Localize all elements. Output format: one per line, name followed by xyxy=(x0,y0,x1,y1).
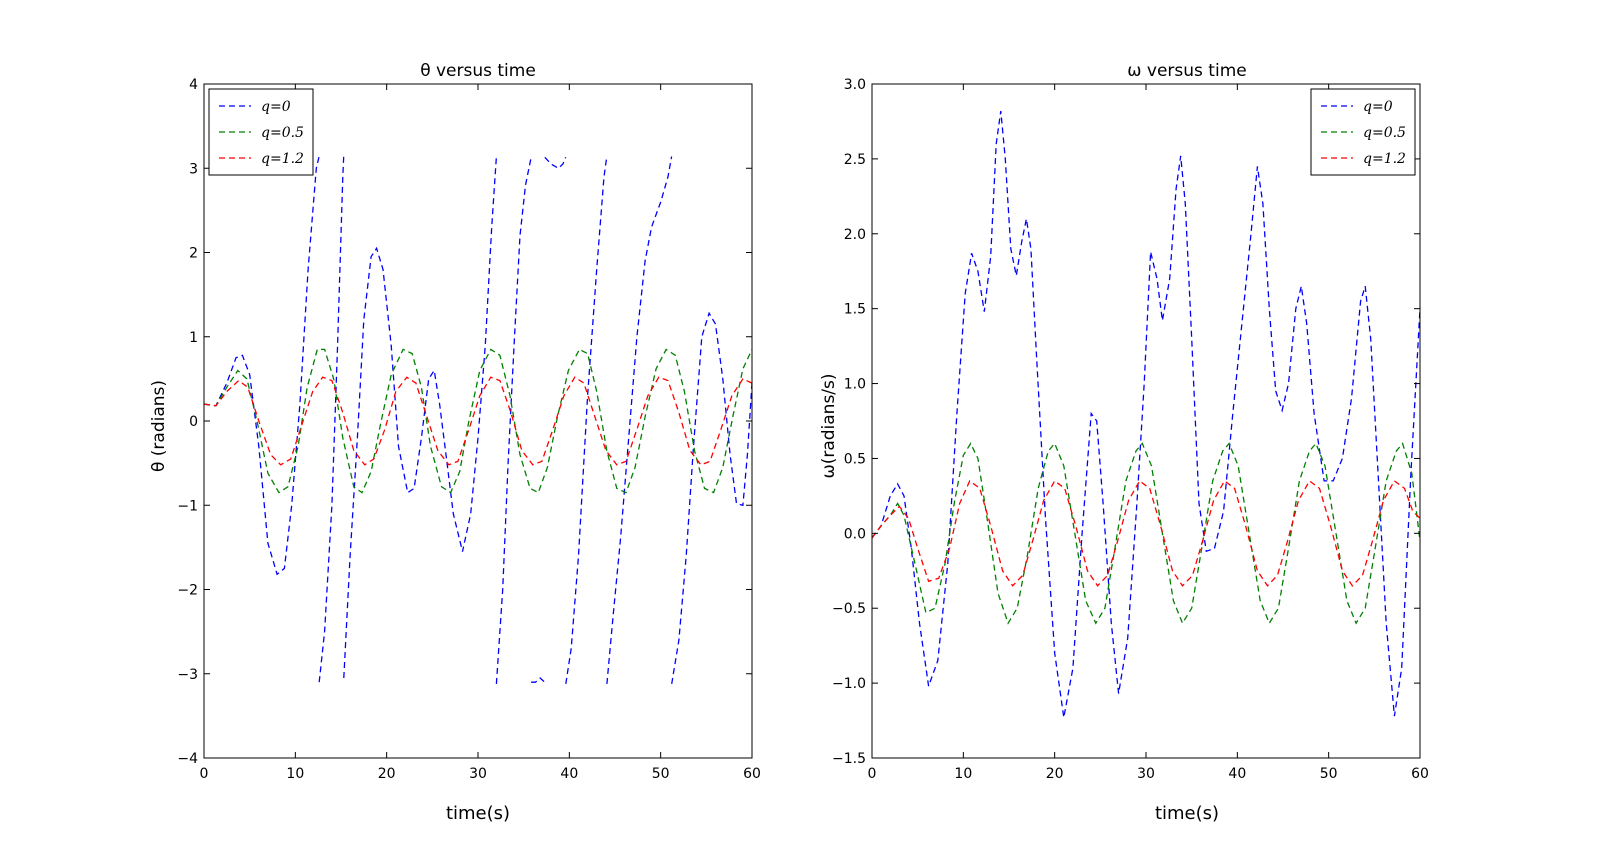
omega-legend-label: q=0.5 xyxy=(1363,125,1406,141)
theta-series-line-q-0 xyxy=(204,156,752,685)
theta-plot-area: 0 10 20 30 40 50 60 −4 −3 −2 −1 0 1 2 3 4 xyxy=(177,77,761,782)
omega-ytick-label: 2.5 xyxy=(844,152,866,168)
omega-xtick-label: 0 xyxy=(868,766,877,782)
theta-xtick-label: 0 xyxy=(200,766,209,782)
omega-series-line-q-1-2 xyxy=(872,479,1420,587)
omega-legend-box xyxy=(1310,88,1416,176)
theta-chart-xlabel: time(s) xyxy=(446,803,510,824)
theta-series-line-q-1-2 xyxy=(204,376,752,466)
omega-xtick-label: 30 xyxy=(1137,766,1155,782)
theta-series-group xyxy=(204,156,752,685)
omega-xtick-label: 50 xyxy=(1320,766,1338,782)
omega-series-line-q-0 xyxy=(872,110,1420,718)
omega-chart-title: ω versus time xyxy=(1127,61,1246,81)
omega-xtick-label: 40 xyxy=(1228,766,1246,782)
theta-ytick-label: 1 xyxy=(189,330,198,346)
omega-ytick-label: −0.5 xyxy=(832,601,866,617)
omega-xtick-label: 10 xyxy=(954,766,972,782)
theta-legend-label: q=0 xyxy=(261,99,291,115)
theta-legend-box xyxy=(208,88,314,176)
theta-ytick-label: 3 xyxy=(189,161,198,177)
omega-ytick-label: 1.5 xyxy=(844,302,866,318)
omega-xtick-label: 60 xyxy=(1411,766,1429,782)
omega-ytick-label: 0.0 xyxy=(844,526,866,542)
theta-ytick-label: −1 xyxy=(177,498,198,514)
omega-ytick-label: −1.0 xyxy=(832,676,866,692)
omega-xtick-label: 20 xyxy=(1046,766,1064,782)
theta-ytick-label: −3 xyxy=(177,667,198,683)
omega-legend-label: q=1.2 xyxy=(1363,151,1406,167)
omega-chart-ylabel: ω(radians/s) xyxy=(819,373,839,478)
omega-series-line-q-0-5 xyxy=(872,442,1420,625)
theta-legend-label: q=0.5 xyxy=(261,125,304,141)
omega-chart-xlabel: time(s) xyxy=(1155,803,1219,824)
omega-series-group xyxy=(872,110,1420,718)
omega-ytick-label: 2.0 xyxy=(844,227,866,243)
omega-ytick-label: 0.5 xyxy=(844,451,866,467)
theta-xtick-label: 60 xyxy=(743,766,761,782)
theta-chart-ylabel: θ (radians) xyxy=(149,380,169,472)
omega-ytick-label: 1.0 xyxy=(844,377,866,393)
theta-ytick-label: 4 xyxy=(189,77,198,93)
theta-ytick-label: −2 xyxy=(177,583,198,599)
omega-plot-area: 0 10 20 30 40 50 60 −1.5 −1.0 −0.5 0.0 0.5 1.0 1.5 2.0… xyxy=(832,77,1429,782)
theta-chart: θ versus time time(s) θ (radians) 0 10 20 3… xyxy=(149,61,761,824)
theta-xtick-label: 40 xyxy=(560,766,578,782)
theta-xtick-label: 10 xyxy=(286,766,304,782)
omega-ytick-label: 3.0 xyxy=(844,77,866,93)
omega-legend-label: q=0 xyxy=(1363,99,1393,115)
theta-xtick-label: 30 xyxy=(469,766,487,782)
theta-xtick-label: 50 xyxy=(652,766,670,782)
omega-ytick-label: −1.5 xyxy=(832,751,866,767)
omega-chart: ω versus time time(s) ω(radians/s) 0 10 20… xyxy=(819,61,1429,824)
theta-ytick-label: 0 xyxy=(189,414,198,430)
theta-legend: q=0 q=0.5 q=1.2 xyxy=(208,88,314,176)
theta-xtick-label: 20 xyxy=(378,766,396,782)
omega-legend: q=0 q=0.5 q=1.2 xyxy=(1310,88,1416,176)
theta-legend-label: q=1.2 xyxy=(261,151,304,167)
theta-chart-title: θ versus time xyxy=(420,61,536,81)
theta-ytick-label: 2 xyxy=(189,246,198,262)
theta-ytick-label: −4 xyxy=(177,751,198,767)
